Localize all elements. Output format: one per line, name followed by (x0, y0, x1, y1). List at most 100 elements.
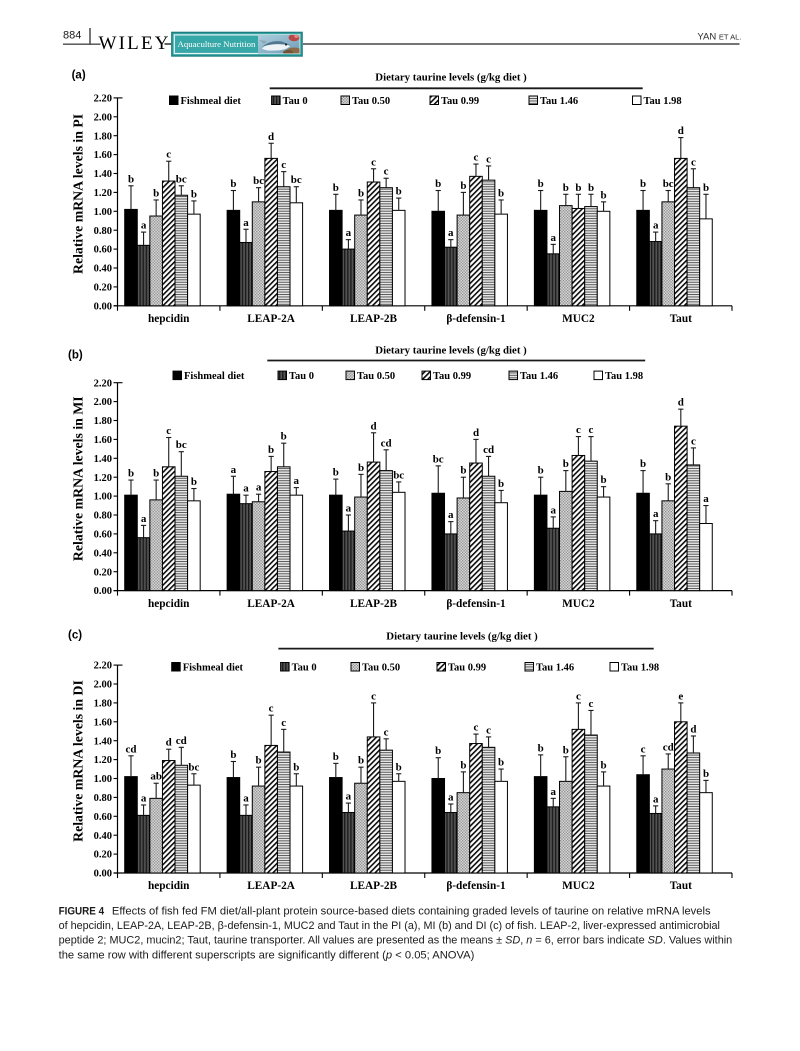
svg-text:c: c (589, 424, 594, 436)
svg-text:c: c (371, 156, 376, 168)
svg-text:bc: bc (176, 173, 187, 185)
svg-text:b: b (460, 180, 466, 192)
svg-text:0.60: 0.60 (94, 812, 112, 823)
svg-text:1.80: 1.80 (94, 699, 112, 710)
svg-text:Tau 0.50: Tau 0.50 (352, 96, 390, 107)
svg-text:b: b (333, 467, 339, 479)
svg-text:cd: cd (381, 437, 392, 449)
svg-text:bc: bc (433, 453, 444, 465)
svg-text:b: b (538, 742, 544, 754)
svg-text:c: c (486, 724, 491, 736)
svg-text:2.20: 2.20 (94, 661, 112, 672)
svg-text:0.20: 0.20 (94, 567, 112, 578)
svg-text:1.80: 1.80 (94, 416, 112, 427)
svg-text:a: a (550, 786, 556, 798)
svg-text:0.20: 0.20 (94, 850, 112, 861)
svg-text:0.80: 0.80 (94, 226, 112, 237)
svg-text:a: a (448, 509, 454, 521)
svg-text:b: b (601, 474, 607, 486)
svg-text:Tau 1.46: Tau 1.46 (520, 371, 558, 382)
svg-text:Tau 0: Tau 0 (283, 96, 308, 107)
svg-text:b: b (128, 173, 134, 185)
svg-text:1.80: 1.80 (94, 131, 112, 142)
svg-text:a: a (346, 227, 352, 239)
svg-text:c: c (384, 726, 389, 738)
svg-text:2.00: 2.00 (94, 112, 112, 123)
svg-text:b: b (128, 468, 134, 480)
svg-text:1.20: 1.20 (94, 473, 112, 484)
svg-text:c: c (166, 149, 171, 161)
svg-text:a: a (141, 513, 147, 525)
svg-text:Tau 0.50: Tau 0.50 (362, 663, 400, 674)
svg-text:c: c (474, 152, 479, 164)
svg-text:1.40: 1.40 (94, 454, 112, 465)
svg-text:LEAP-2B: LEAP-2B (350, 313, 398, 325)
svg-text:b: b (281, 431, 287, 443)
svg-text:hepcidin: hepcidin (148, 598, 190, 610)
svg-text:a: a (653, 220, 659, 232)
svg-text:b: b (588, 182, 594, 194)
svg-text:1.40: 1.40 (94, 736, 112, 747)
svg-text:d: d (371, 420, 377, 432)
svg-text:peptide 2; MUC2, mucin2; Taut,: peptide 2; MUC2, mucin2; Taut, taurine t… (59, 935, 733, 947)
svg-text:0.00: 0.00 (94, 301, 112, 312)
svg-text:the same row with different su: the same row with different superscripts… (59, 949, 475, 961)
svg-text:b: b (460, 759, 466, 771)
svg-text:MUC2: MUC2 (562, 598, 595, 610)
svg-text:a: a (448, 792, 454, 804)
svg-text:Tau 0.99: Tau 0.99 (441, 96, 479, 107)
svg-text:MUC2: MUC2 (562, 313, 595, 325)
svg-text:b: b (640, 178, 646, 190)
svg-text:0.40: 0.40 (94, 264, 112, 275)
svg-text:1.60: 1.60 (94, 150, 112, 161)
svg-text:b: b (563, 744, 569, 756)
svg-text:Tau 1.46: Tau 1.46 (536, 663, 574, 674)
svg-text:a: a (243, 483, 249, 495)
svg-text:b: b (256, 755, 262, 767)
svg-text:LEAP-2A: LEAP-2A (247, 598, 296, 610)
svg-text:ab: ab (150, 771, 162, 783)
svg-text:c: c (641, 743, 646, 755)
svg-text:a: a (653, 508, 659, 520)
svg-text:a: a (243, 217, 249, 229)
svg-text:b: b (601, 189, 607, 201)
svg-text:cd: cd (483, 444, 494, 456)
svg-text:Tau 0.99: Tau 0.99 (448, 663, 486, 674)
svg-text:0.20: 0.20 (94, 283, 112, 294)
svg-text:a: a (346, 791, 352, 803)
svg-text:b: b (230, 749, 236, 761)
svg-text:1.60: 1.60 (94, 717, 112, 728)
svg-text:0.00: 0.00 (94, 869, 112, 880)
svg-text:MUC2: MUC2 (562, 880, 595, 892)
svg-text:b: b (268, 444, 274, 456)
svg-text:2.00: 2.00 (94, 680, 112, 691)
svg-text:LEAP-2B: LEAP-2B (350, 598, 398, 610)
svg-text:b: b (396, 761, 402, 773)
svg-text:bc: bc (188, 761, 199, 773)
svg-text:2.00: 2.00 (94, 397, 112, 408)
svg-text:a: a (550, 232, 556, 244)
svg-text:β-defensin-1: β-defensin-1 (446, 313, 506, 325)
svg-text:a: a (346, 503, 352, 515)
svg-text:Relative mRNA levels in DI: Relative mRNA levels in DI (70, 680, 85, 842)
svg-text:1.40: 1.40 (94, 169, 112, 180)
svg-text:1.60: 1.60 (94, 435, 112, 446)
svg-text:c: c (474, 722, 479, 734)
svg-text:WILEY: WILEY (99, 33, 171, 54)
svg-text:c: c (269, 703, 274, 715)
svg-text:LEAP-2A: LEAP-2A (247, 880, 296, 892)
svg-text:b: b (538, 465, 544, 477)
svg-text:e: e (678, 690, 683, 702)
svg-text:cd: cd (176, 735, 187, 747)
svg-text:c: c (691, 156, 696, 168)
svg-text:0.00: 0.00 (94, 586, 112, 597)
svg-text:c: c (281, 159, 286, 171)
svg-text:a: a (243, 793, 249, 805)
svg-text:a: a (703, 493, 709, 505)
svg-text:b: b (230, 178, 236, 190)
svg-text:b: b (153, 468, 159, 480)
svg-text:b: b (498, 757, 504, 769)
svg-text:Tau 1.98: Tau 1.98 (605, 371, 643, 382)
svg-text:b: b (563, 458, 569, 470)
svg-text:b: b (460, 465, 466, 477)
